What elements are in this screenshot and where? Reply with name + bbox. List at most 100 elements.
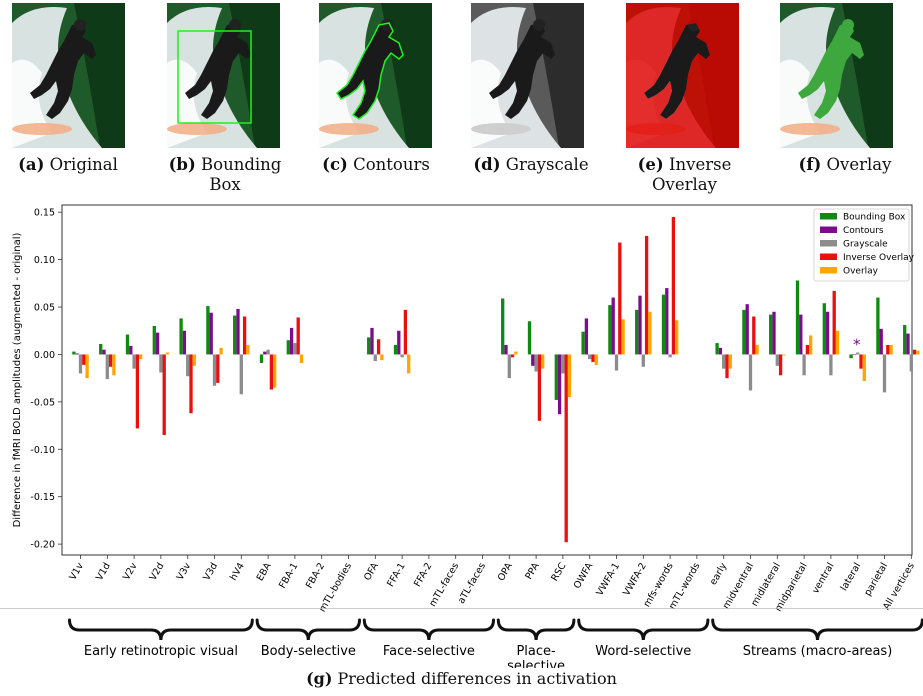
bar-bounding-box: [527, 321, 532, 355]
y-tick-label: 0.15: [34, 208, 55, 219]
surfer-head: [229, 19, 241, 31]
bar-overlay: [219, 347, 223, 355]
bar-bounding-box: [795, 280, 800, 355]
caption-label: Contours: [353, 155, 430, 174]
bar-inverse-overlay: [671, 216, 676, 355]
bar-inverse-overlay: [162, 354, 166, 436]
x-tick-label: OPA: [496, 561, 515, 583]
bar-contours: [852, 354, 857, 356]
bar-bounding-box: [286, 340, 290, 355]
bar-inverse-overlay: [832, 290, 836, 355]
bar-grayscale: [641, 354, 645, 367]
x-tick-label: lateral: [839, 561, 864, 593]
bar-inverse-overlay: [725, 354, 729, 379]
panel-overlay: [780, 3, 893, 148]
bar-grayscale: [159, 354, 163, 373]
x-tick-label: ventral: [810, 561, 836, 596]
inverse-red-overlay: [626, 3, 739, 148]
caption-letter: (f): [798, 155, 822, 174]
bar-contours: [718, 347, 723, 355]
bar-overlay: [165, 352, 170, 355]
bar-grayscale: [212, 354, 217, 386]
bar-inverse-overlay: [189, 354, 193, 414]
bar-contours: [289, 327, 294, 355]
legend-swatch: [820, 213, 837, 220]
bar-bounding-box: [206, 306, 210, 355]
bar-overlay: [675, 320, 679, 355]
bar-contours: [611, 297, 615, 355]
bar-grayscale: [722, 354, 726, 369]
bar-contours: [263, 351, 267, 355]
caption-letter: (e): [637, 155, 664, 174]
bar-overlay: [755, 344, 759, 355]
group-label: Place-selective: [507, 644, 565, 668]
bar-grayscale: [132, 354, 136, 369]
bar-overlay: [541, 354, 545, 369]
x-tick-label: PPA: [523, 561, 541, 582]
bar-overlay: [728, 354, 732, 369]
group-brace: [577, 618, 710, 641]
bar-contours: [825, 311, 830, 355]
surfer-figure: [185, 23, 251, 119]
bar-grayscale: [105, 354, 109, 380]
surfer-head: [74, 19, 86, 31]
bounding-box-outline: [177, 30, 252, 124]
group-brace: [68, 618, 254, 641]
bar-grayscale: [534, 354, 538, 372]
bar-grayscale: [856, 352, 860, 355]
bar-contours: [745, 304, 749, 355]
bar-bounding-box: [152, 325, 156, 355]
x-tick-label: V3d: [201, 561, 220, 583]
surfer-figure: [30, 23, 96, 119]
bar-bounding-box: [661, 294, 666, 355]
plot-frame: [61, 204, 913, 556]
bar-overlay: [514, 351, 518, 355]
bar-grayscale: [507, 354, 511, 379]
surfboard: [471, 123, 531, 135]
bar-overlay: [139, 354, 143, 360]
x-tick-label: VWFA-1: [594, 561, 622, 598]
panel-original: [12, 3, 125, 148]
group-label: Early retinotropic visual: [84, 644, 238, 659]
bar-inverse-overlay: [859, 354, 863, 369]
bar-inverse-overlay: [912, 349, 917, 355]
bar-overlay: [380, 354, 384, 361]
bar-overlay: [246, 344, 250, 355]
x-tick-label: FFA-1: [385, 561, 407, 589]
panel-contours: [319, 3, 432, 148]
caption-label: Original: [49, 155, 118, 174]
group-label: Body-selective: [261, 644, 356, 659]
x-tick-label: hV4: [228, 561, 247, 583]
bar-inverse-overlay: [296, 317, 300, 355]
bar-overlay: [916, 350, 920, 355]
bar-bounding-box: [876, 297, 880, 355]
x-tick-label: V2v: [121, 561, 140, 583]
caption-original: (a) Original: [0, 155, 143, 175]
bar-contours: [209, 312, 213, 355]
surfboard: [167, 123, 227, 135]
bar-inverse-overlay: [403, 309, 408, 355]
bar-contours: [638, 295, 642, 355]
surfer-figure: [489, 23, 555, 119]
bar-grayscale: [829, 354, 833, 376]
chart-caption-text: Predicted differences in activation: [337, 669, 617, 688]
chart-caption: (g) Predicted differences in activation: [0, 669, 923, 688]
legend-entry: Contours: [843, 226, 884, 236]
bar-grayscale: [561, 354, 565, 374]
bar-overlay: [407, 354, 411, 374]
surfer-head: [533, 19, 545, 31]
bar-inverse-overlay: [242, 316, 247, 355]
legend-swatch: [820, 267, 837, 274]
x-tick-label: V1v: [67, 561, 86, 583]
legend-entry: Bounding Box: [843, 213, 906, 223]
bar-overlay: [809, 335, 813, 355]
y-tick-label: -0.20: [30, 540, 55, 551]
legend-entry: Grayscale: [843, 240, 888, 250]
bar-overlay: [112, 354, 116, 376]
bar-overlay: [594, 354, 598, 365]
bar-contours: [584, 318, 589, 355]
bar-bounding-box: [715, 343, 719, 355]
bar-bounding-box: [99, 344, 103, 355]
bar-grayscale: [400, 354, 404, 358]
chart-caption-letter: (g): [306, 669, 333, 688]
